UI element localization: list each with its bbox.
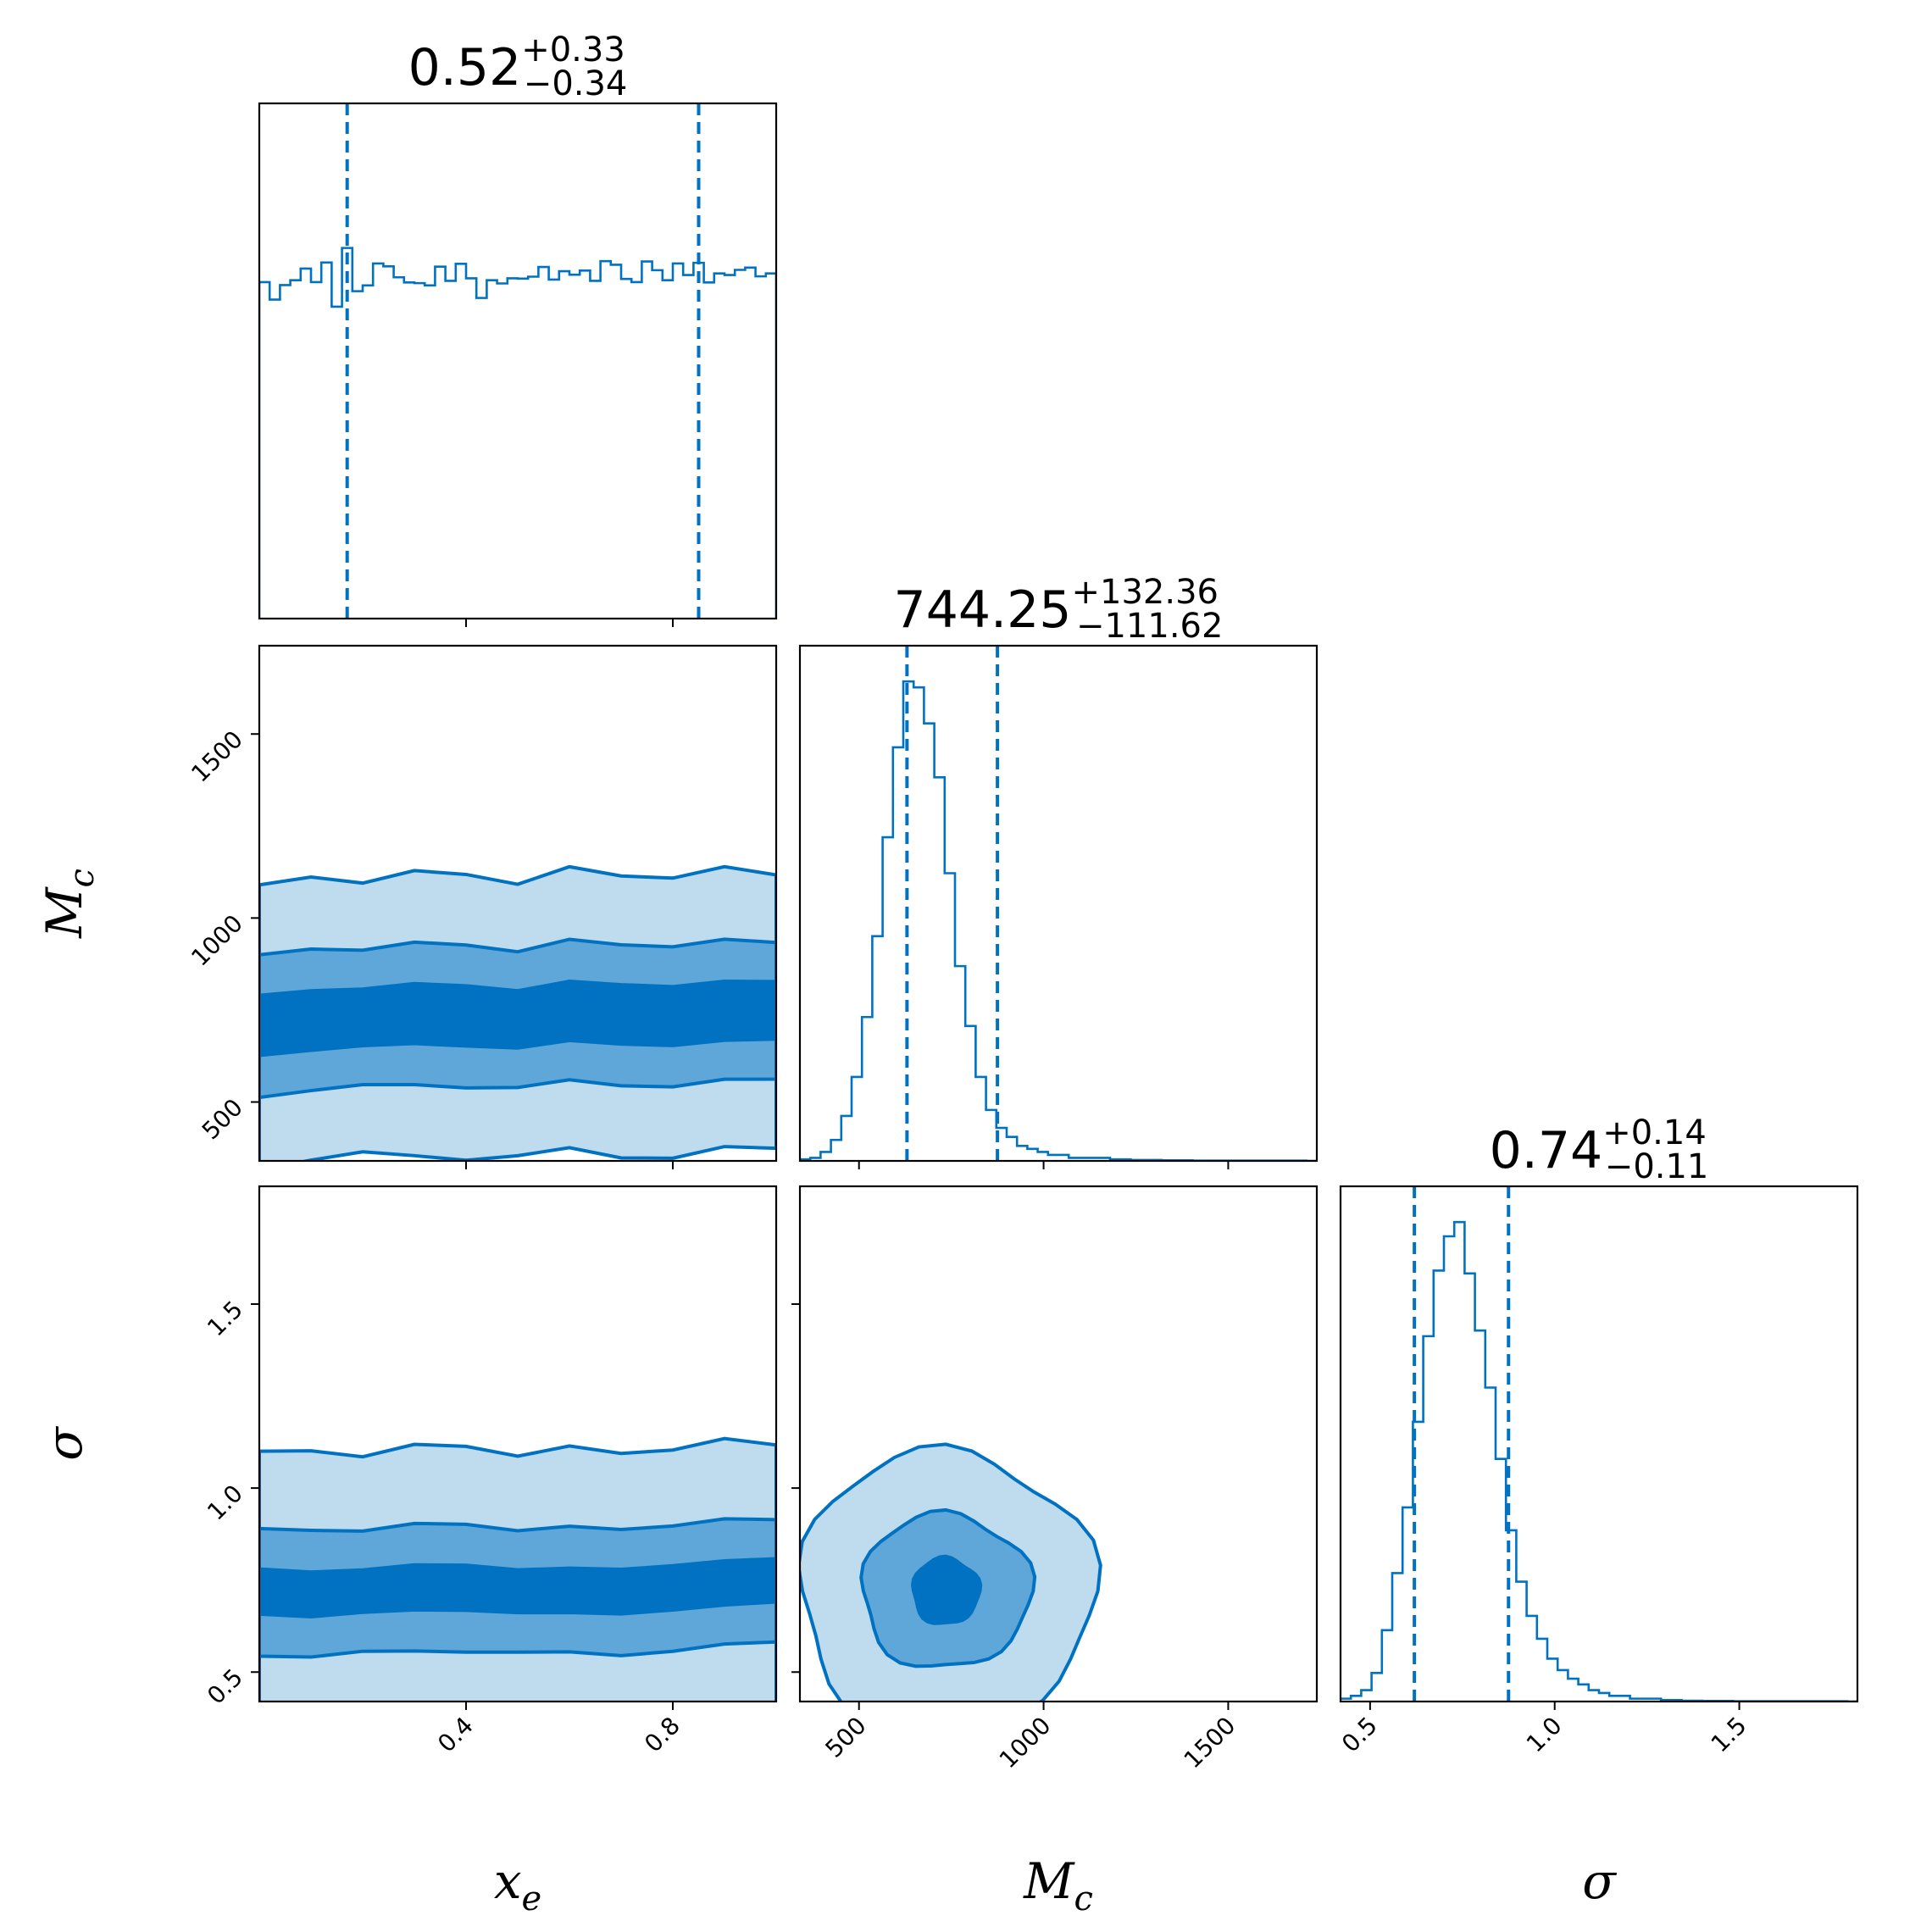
- panel-plot-area: [259, 864, 776, 1161]
- contour-level: [910, 1554, 983, 1625]
- panel-frame: [798, 644, 1319, 1163]
- y-axis-title-M_c: Mc: [36, 869, 102, 939]
- title-M_c: 744.25+132.36 −111.62: [894, 573, 1224, 646]
- panel-x_e-x_e: 0.52+0.33 −0.34: [258, 31, 778, 627]
- contour-level: [259, 980, 776, 1058]
- panel-frame: [798, 1185, 1319, 1703]
- y-axis-title-sigma: σ: [36, 1426, 93, 1461]
- title-sigma: 0.74+0.14 −0.11: [1490, 1113, 1709, 1186]
- panel-x_e-sigma: 0.4 0.80.51.01.5: [202, 1185, 778, 1757]
- x-axis-title-M_c: Mc: [1023, 1852, 1093, 1918]
- panel-M_c-M_c: 744.25+132.36 −111.62: [798, 573, 1319, 1169]
- panel-frame: [258, 644, 778, 1163]
- title-x_e: 0.52+0.33 −0.34: [408, 31, 628, 103]
- panel-plot-area: [259, 103, 776, 619]
- panel-plot-area: [259, 1436, 776, 1702]
- panel-frame: [1339, 1185, 1859, 1703]
- x-axis-title-sigma: σ: [1582, 1852, 1617, 1910]
- contour-level: [259, 1557, 776, 1618]
- axis-titles: xe Mc σ Mc σ: [36, 869, 1617, 1918]
- panel-frame: [258, 102, 778, 620]
- panel-frame: [258, 1185, 778, 1703]
- x-axis-title-x_e: xe: [494, 1852, 541, 1918]
- histogram-x_e: [259, 247, 776, 619]
- panel-plot-area: [800, 1442, 1102, 1702]
